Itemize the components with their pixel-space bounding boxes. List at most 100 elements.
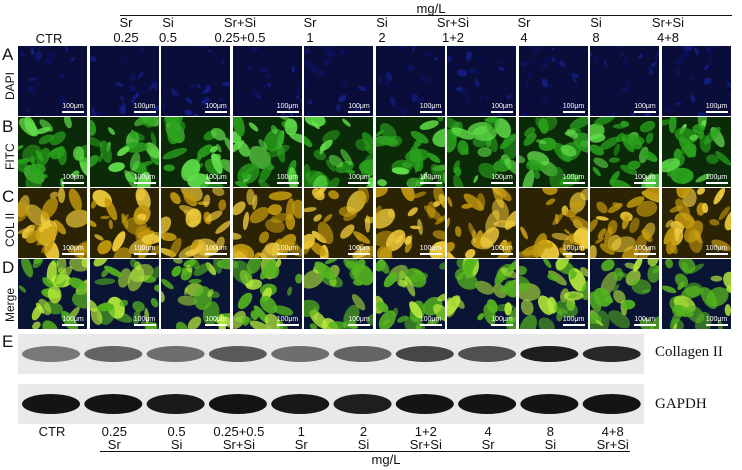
lane-label-compound: Si	[544, 437, 557, 452]
scale-bar-label: 100μm	[205, 245, 227, 252]
scale-bar: 100μm	[205, 174, 227, 184]
blot-band	[582, 346, 641, 362]
column-header-compound: Si	[590, 15, 602, 30]
scale-bar-label: 100μm	[205, 103, 227, 110]
micrograph-tile: 100μm	[232, 259, 303, 329]
scale-bar-label: 100μm	[276, 174, 299, 181]
column-header-8: Si 8	[561, 15, 631, 45]
scale-bar-label: 100μm	[205, 316, 227, 323]
scale-bar-line	[62, 182, 84, 184]
scale-bar-line	[133, 182, 156, 184]
scale-bar-line	[276, 111, 299, 113]
scale-bar: 100μm	[205, 245, 227, 255]
column-header-dose: 0.25	[113, 30, 139, 45]
scale-bar: 100μm	[276, 316, 299, 326]
scale-bar-label: 100μm	[133, 174, 156, 181]
scale-bar: 100μm	[276, 174, 299, 184]
micrograph-tile: 100μm	[232, 46, 303, 116]
scale-bar-label: 100μm	[705, 245, 728, 252]
lane-label-compound: Si	[170, 437, 183, 452]
lane-label-1: CTR	[22, 425, 82, 438]
lane-label-dose: 1	[297, 424, 305, 439]
scale-bar: 100μm	[205, 103, 227, 113]
column-header-compound: Sr+Si	[651, 15, 685, 30]
column-header-compound: Sr+Si	[223, 15, 257, 30]
micrograph-tile: 100μm	[447, 259, 517, 329]
scale-bar-label: 100μm	[276, 103, 299, 110]
bottom-divider-line	[100, 451, 630, 452]
column-header-dose: 8	[592, 30, 600, 45]
scale-bar: 100μm	[133, 245, 156, 255]
micrograph-tile: 100μm	[661, 188, 732, 258]
column-header-dose: 4	[520, 30, 528, 45]
lane-label-4: 0.25+0.5 Sr+Si	[209, 425, 269, 451]
scale-bar: 100μm	[419, 174, 442, 184]
scale-bar-line	[133, 324, 156, 326]
scale-bar-line	[705, 182, 728, 184]
micrograph-tile: 100μm	[590, 259, 660, 329]
lane-label-compound: Sr+Si	[409, 437, 442, 452]
scale-bar-line	[419, 111, 442, 113]
blot-band	[333, 394, 392, 414]
scale-bar-line	[205, 111, 227, 113]
lane-label-7: 1+2 Sr+Si	[396, 425, 456, 451]
scale-bar: 100μm	[348, 245, 370, 255]
scale-bar: 100μm	[276, 245, 299, 255]
scale-bar-label: 100μm	[419, 245, 442, 252]
scale-bar: 100μm	[705, 103, 728, 113]
micrograph-tile: 100μm	[161, 188, 231, 258]
column-header-dose: 4+8	[656, 30, 680, 45]
scale-bar-label: 100μm	[705, 174, 728, 181]
micrograph-tile: 100μm	[375, 188, 446, 258]
scale-bar-line	[562, 111, 585, 113]
scale-bar: 100μm	[133, 174, 156, 184]
scale-bar-label: 100μm	[62, 174, 84, 181]
scale-bar: 100μm	[133, 103, 156, 113]
scale-bar-label: 100μm	[634, 174, 656, 181]
micrograph-tile: 100μm	[590, 46, 660, 116]
column-header-3: Sr+Si 0.25+0.5	[203, 15, 277, 45]
micrograph-tile: 100μm	[304, 46, 374, 116]
blot-band	[582, 394, 641, 414]
scale-bar-label: 100μm	[419, 174, 442, 181]
scale-bar-line	[276, 253, 299, 255]
column-header-2: Si 0.5	[133, 15, 203, 45]
column-header-4: Sr 1	[275, 15, 345, 45]
scale-bar: 100μm	[62, 103, 84, 113]
scale-bar-label: 100μm	[634, 103, 656, 110]
lane-label-dose: 2	[359, 424, 368, 439]
lane-label-compound: Sr	[294, 437, 308, 452]
row-label-col2: COL II	[3, 212, 17, 247]
scale-bar-line	[62, 111, 84, 113]
blot-band	[395, 394, 454, 414]
scale-bar-line	[133, 253, 156, 255]
scale-bar-line	[491, 111, 513, 113]
blot-band	[520, 346, 579, 362]
scale-bar-label: 100μm	[705, 316, 728, 323]
scale-bar-label: 100μm	[419, 316, 442, 323]
lane-label-2: 0.25 Sr	[84, 425, 144, 451]
scale-bar-label: 100μm	[205, 174, 227, 181]
blot-band	[22, 346, 80, 362]
column-header-dose: 0.5	[158, 30, 178, 45]
scale-bar-line	[62, 253, 84, 255]
column-header-compound: Si	[376, 15, 388, 30]
micrograph-tile: 100μm	[232, 188, 303, 258]
column-header-7: Sr 4	[489, 15, 559, 45]
scale-bar-label: 100μm	[705, 103, 728, 110]
micrograph-tile: 100μm	[518, 117, 589, 187]
scale-bar-label: 100μm	[562, 316, 585, 323]
lane-label-dose: 1+2	[414, 424, 437, 439]
scale-bar: 100μm	[419, 103, 442, 113]
micrograph-tile: 100μm	[89, 117, 160, 187]
row-label-merge: Merge	[3, 287, 17, 322]
micrograph-tile: 100μm	[518, 46, 589, 116]
lane-label-dose: 4+8	[601, 424, 624, 439]
lane-label-compound: Sr+Si	[596, 437, 629, 452]
column-header-compound: Sr	[119, 15, 133, 30]
column-header-dose: 0.25+0.5	[214, 30, 266, 45]
scale-bar: 100μm	[419, 245, 442, 255]
collagen-ii-label: Collagen II	[655, 344, 723, 360]
scale-bar-label: 100μm	[491, 316, 513, 323]
column-header-compound: Sr	[517, 15, 531, 30]
